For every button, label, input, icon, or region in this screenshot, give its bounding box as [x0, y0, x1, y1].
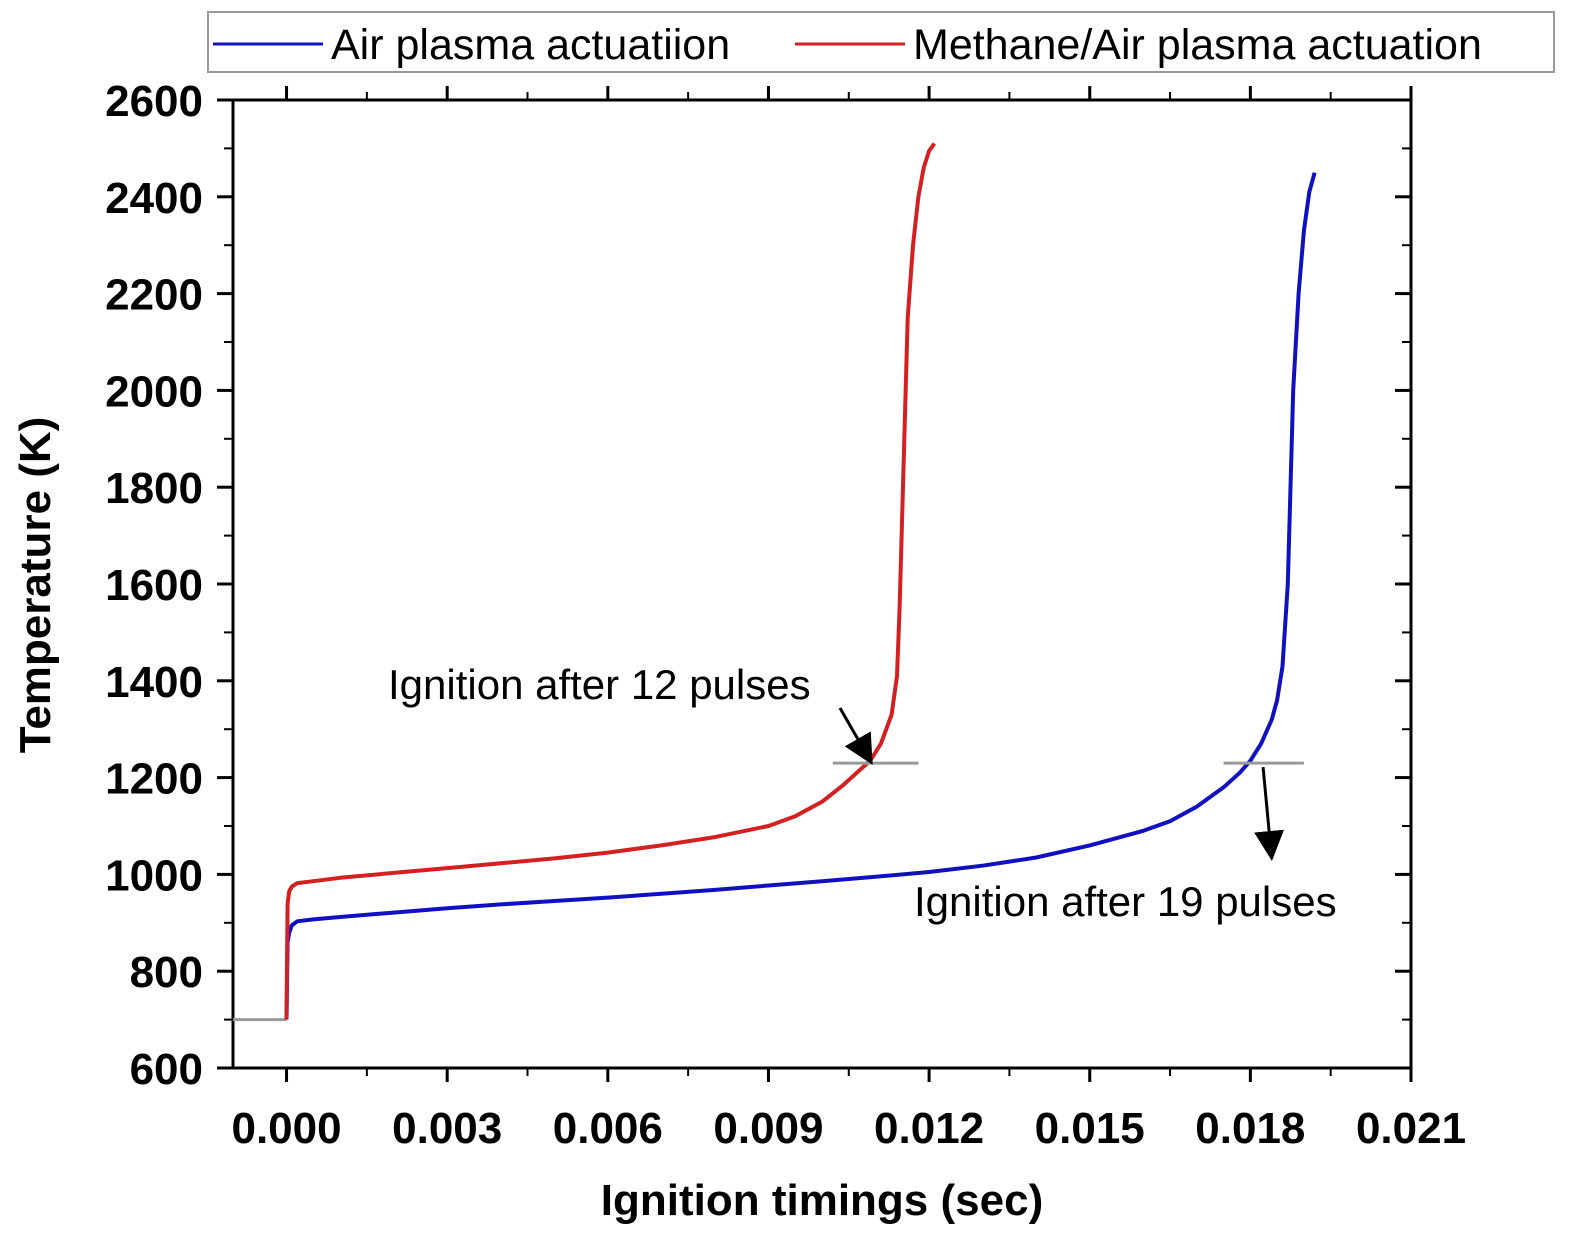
annotations: Ignition after 12 pulses Ignition after … [388, 661, 1337, 925]
y-tick-label: 2400 [105, 174, 203, 223]
annotation-12-pulses: Ignition after 12 pulses [388, 661, 811, 708]
y-tick-label: 1600 [105, 561, 203, 610]
series-layer [233, 142, 1317, 1022]
y-tick-label: 1200 [105, 755, 203, 804]
x-tick-label: 0.018 [1195, 1104, 1305, 1153]
legend-label-methane: Methane/Air plasma actuation [913, 21, 1482, 69]
y-tick-label: 1400 [105, 658, 203, 707]
y-tick-label: 800 [130, 948, 203, 997]
x-tick-label: 0.009 [713, 1104, 823, 1153]
y-tick-label: 2000 [105, 367, 203, 416]
annotation-19-pulses: Ignition after 19 pulses [914, 878, 1337, 925]
series-line-air-plasma [284, 172, 1317, 1020]
series-line-methane-air-plasma [284, 142, 937, 1020]
legend-box [207, 11, 1555, 73]
tick-labels: 0.000 0.003 0.006 0.009 0.012 0.015 0.018 0.021… [105, 77, 1466, 1153]
x-tick-label: 0.012 [874, 1104, 984, 1153]
y-tick-label: 2600 [105, 77, 203, 126]
tick-marks [217, 86, 1413, 1082]
y-tick-label: 600 [130, 1045, 203, 1094]
annotation-arrow [838, 707, 873, 765]
x-tick-label: 0.006 [553, 1104, 663, 1153]
legend-label-air: Air plasma actuatiion [331, 21, 730, 69]
x-tick-label: 0.015 [1035, 1104, 1145, 1153]
x-tick-label: 0.021 [1356, 1104, 1466, 1153]
x-tick-label: 0.000 [231, 1104, 341, 1153]
y-tick-label: 1800 [105, 464, 203, 513]
x-tick-label: 0.003 [392, 1104, 502, 1153]
y-tick-label: 1000 [105, 851, 203, 900]
annotation-arrow [1254, 766, 1285, 861]
y-axis-label: Temperature (K) [11, 417, 60, 754]
y-tick-label: 2200 [105, 271, 203, 320]
x-axis-label: Ignition timings (sec) [601, 1176, 1043, 1225]
legend: Air plasma actuatiion Methane/Air plasma… [207, 11, 1555, 73]
